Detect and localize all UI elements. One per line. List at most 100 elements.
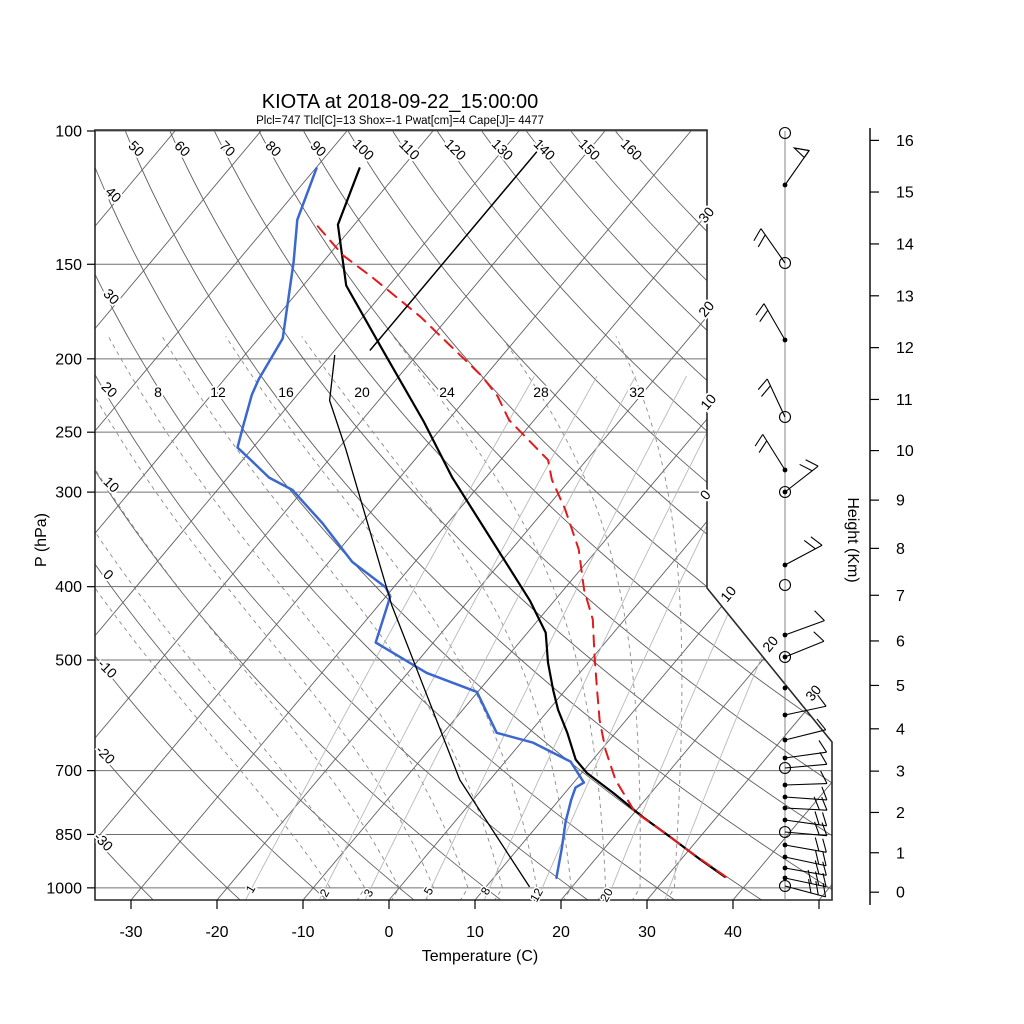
moist-adiabat-label: 32 xyxy=(629,384,645,400)
wind-barb xyxy=(782,610,825,638)
barb-tick xyxy=(799,463,813,472)
barb-tick xyxy=(819,751,828,765)
moist-adiabat-label: 16 xyxy=(278,384,294,400)
barb-tick xyxy=(821,812,828,827)
wind-barb xyxy=(778,578,792,592)
dry-adiabat-line xyxy=(347,131,832,900)
moist-adiabat-line xyxy=(95,336,366,900)
barb-tick xyxy=(814,860,820,875)
pressure-tick-label: 300 xyxy=(55,485,82,502)
dry-adiabat-line xyxy=(570,131,832,900)
height-tick-label: 10 xyxy=(896,443,914,460)
mixing-ratio-label: 1 xyxy=(243,882,259,895)
barb-tick xyxy=(757,234,766,248)
wind-barb xyxy=(782,786,828,801)
mixing-ratio-line xyxy=(424,375,687,900)
dry-adiabat-label: -20 xyxy=(93,742,119,768)
dry-adiabat-line xyxy=(125,131,832,900)
x-tick-label: -10 xyxy=(291,924,314,941)
mixing-ratio-line xyxy=(318,375,598,900)
barb-tick xyxy=(807,869,812,884)
isothermal-aux-curve xyxy=(369,144,544,351)
barb-flag xyxy=(792,147,811,159)
wind-barb xyxy=(778,751,828,775)
isotherm-line xyxy=(95,130,349,900)
barb-tick xyxy=(816,718,827,731)
height-tick-label: 1 xyxy=(896,845,905,862)
dry-adiabat-line xyxy=(95,131,679,900)
wind-barb xyxy=(755,303,788,343)
x-tick-label: 10 xyxy=(466,924,484,941)
barb-tick xyxy=(822,882,827,897)
barb-shaft xyxy=(784,620,825,636)
moist-adiabat-line xyxy=(392,336,607,900)
barb-circle xyxy=(778,485,792,499)
barb-circle xyxy=(778,410,792,424)
wind-barb xyxy=(782,796,828,811)
mixing-ratio-line xyxy=(536,375,781,900)
barb-tick xyxy=(822,872,827,887)
isotherm-line xyxy=(646,130,832,900)
barb-shaft xyxy=(784,796,827,801)
barb-circle xyxy=(778,126,792,140)
barb-tick xyxy=(810,536,823,546)
wind-barb xyxy=(753,228,792,270)
wind-barb xyxy=(782,860,827,876)
barb-dot xyxy=(782,685,788,691)
barb-tick xyxy=(821,786,828,801)
wind-barb xyxy=(778,459,819,499)
dry-adiabat-line xyxy=(615,131,832,900)
dry-adiabat-label: 0 xyxy=(100,566,117,583)
barb-circle xyxy=(778,578,792,592)
wind-barb xyxy=(782,536,823,568)
height-tick-label: 2 xyxy=(896,805,905,822)
dry-adiabat-label: 110 xyxy=(396,136,423,163)
dry-adiabat-label: 140 xyxy=(531,136,559,164)
height-tick-label: 9 xyxy=(896,493,905,510)
dry-adiabat-line xyxy=(95,131,592,900)
barb-tick xyxy=(807,879,812,894)
moist-adiabat-line xyxy=(161,336,503,900)
barb-tick xyxy=(758,440,768,453)
barb-shaft xyxy=(784,867,827,876)
height-tick-label: 13 xyxy=(896,288,914,305)
wind-barb xyxy=(782,740,828,761)
wind-barb xyxy=(778,821,828,839)
moist-adiabat-line xyxy=(301,336,572,900)
height-tick-label: 3 xyxy=(896,764,905,781)
x-tick-label: -20 xyxy=(205,924,228,941)
barb-shaft xyxy=(784,856,827,867)
dry-adiabat-label: 30 xyxy=(100,285,122,307)
barb-shaft xyxy=(784,885,826,898)
barb-shaft xyxy=(763,303,786,341)
mixing-ratio-line xyxy=(244,375,535,900)
barb-tick xyxy=(815,850,820,865)
pressure-tick-label: 200 xyxy=(55,351,82,368)
dry-adiabat-line xyxy=(95,131,505,900)
moist-adiabat-line xyxy=(500,336,641,900)
isotherm-label: 20 xyxy=(759,633,781,655)
sounding-curves xyxy=(236,144,727,888)
barb-tick xyxy=(755,303,765,316)
wind-barb xyxy=(782,837,827,853)
wind-barb xyxy=(782,869,827,888)
wind-barb xyxy=(782,850,827,867)
chart-subtitle: Plcl=747 Tlcl[C]=13 Shox=-1 Pwat[cm]=4 C… xyxy=(256,115,544,127)
dry-adiabat-line xyxy=(95,131,766,900)
x-tick-label: 20 xyxy=(552,924,570,941)
dry-adiabat-label: 120 xyxy=(442,136,470,164)
barb-shaft xyxy=(766,378,786,418)
chart-title: KIOTA at 2018-09-22_15:00:00 xyxy=(262,91,539,113)
dry-adiabat-line xyxy=(95,131,243,900)
pressure-tick-label: 100 xyxy=(55,124,82,141)
height-axis-title: Height (Km) xyxy=(844,497,861,582)
barb-tick xyxy=(814,811,820,825)
moist-adiabat-label: 8 xyxy=(154,384,162,400)
barb-tick xyxy=(822,838,827,853)
height-tick-label: 6 xyxy=(896,633,905,650)
dewpoint-curve xyxy=(236,167,586,880)
dry-adiabat-label: 150 xyxy=(576,136,604,164)
barb-shaft xyxy=(760,228,786,264)
dry-adiabat-label: 160 xyxy=(618,136,646,164)
height-tick-label: 15 xyxy=(896,185,914,202)
